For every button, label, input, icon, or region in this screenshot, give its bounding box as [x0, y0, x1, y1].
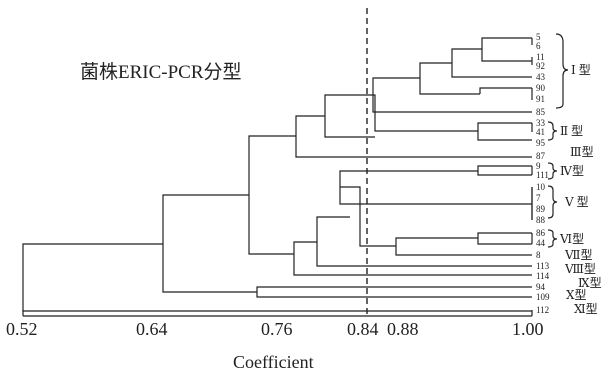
group-label: Ⅲ型	[570, 145, 594, 159]
group-labels: Ⅰ 型 Ⅱ 型 Ⅲ型 Ⅳ型 Ⅴ 型 Ⅵ型 Ⅶ型 Ⅷ型 Ⅸ型 Ⅹ型 Ⅺ型	[559, 63, 602, 316]
group-label: Ⅶ型	[564, 248, 593, 262]
group-label: Ⅹ型	[566, 288, 587, 302]
tick-label: 0.52	[6, 319, 38, 339]
leaf-label: 114	[536, 271, 550, 281]
leaf-label: 10	[536, 182, 546, 192]
leaf-label: 113	[536, 261, 550, 271]
leaf-labels: 5 6 11 92 43 90 91 85 33 41 95 87 9 111 …	[536, 32, 550, 315]
dendrogram-branches	[22, 37, 533, 312]
leaf-label: 109	[536, 292, 550, 302]
leaf-label: 7	[536, 193, 541, 203]
tick-label: 0.84	[347, 319, 379, 339]
group-label: Ⅱ 型	[560, 124, 583, 138]
group-label: Ⅺ型	[574, 302, 598, 316]
group-braces	[547, 33, 569, 248]
group-label: Ⅳ型	[560, 164, 584, 178]
leaf-label: 90	[536, 83, 546, 93]
leaf-label: 86	[536, 228, 546, 238]
leaf-label: 85	[536, 107, 546, 117]
group-label: Ⅵ型	[559, 232, 584, 246]
leaf-label: 91	[536, 94, 545, 104]
group-label: Ⅸ型	[578, 276, 602, 290]
leaf-label: 92	[536, 61, 545, 71]
leaf-label: 88	[536, 215, 546, 225]
leaf-label: 5	[536, 32, 541, 42]
leaf-label: 8	[536, 250, 541, 260]
leaf-label: 41	[536, 127, 545, 137]
group-label: Ⅴ 型	[564, 195, 589, 209]
group-label: Ⅷ型	[564, 262, 596, 276]
x-axis-ticks: 0.52 0.64 0.76 0.84 0.88 1.00	[6, 319, 544, 339]
x-axis	[22, 310, 533, 317]
leaf-label: 33	[536, 118, 546, 128]
x-axis-label: Coefficient	[233, 352, 314, 372]
tick-label: 0.88	[387, 319, 419, 339]
leaf-label: 112	[536, 305, 549, 315]
leaf-label: 6	[536, 41, 541, 51]
group-label: Ⅰ 型	[571, 63, 591, 77]
tick-label: 1.00	[512, 319, 544, 339]
figure-title: 菌株ERIC-PCR分型	[80, 61, 242, 83]
leaf-label: 94	[536, 282, 546, 292]
leaf-label: 95	[536, 138, 546, 148]
tick-label: 0.76	[261, 319, 293, 339]
leaf-label: 111	[536, 170, 549, 180]
tick-label: 0.64	[136, 319, 168, 339]
leaf-label: 11	[536, 52, 545, 62]
leaf-label: 87	[536, 151, 546, 161]
leaf-label: 9	[536, 161, 541, 171]
leaf-label: 44	[536, 238, 546, 248]
leaf-label: 89	[536, 204, 546, 214]
leaf-label: 43	[536, 72, 546, 82]
